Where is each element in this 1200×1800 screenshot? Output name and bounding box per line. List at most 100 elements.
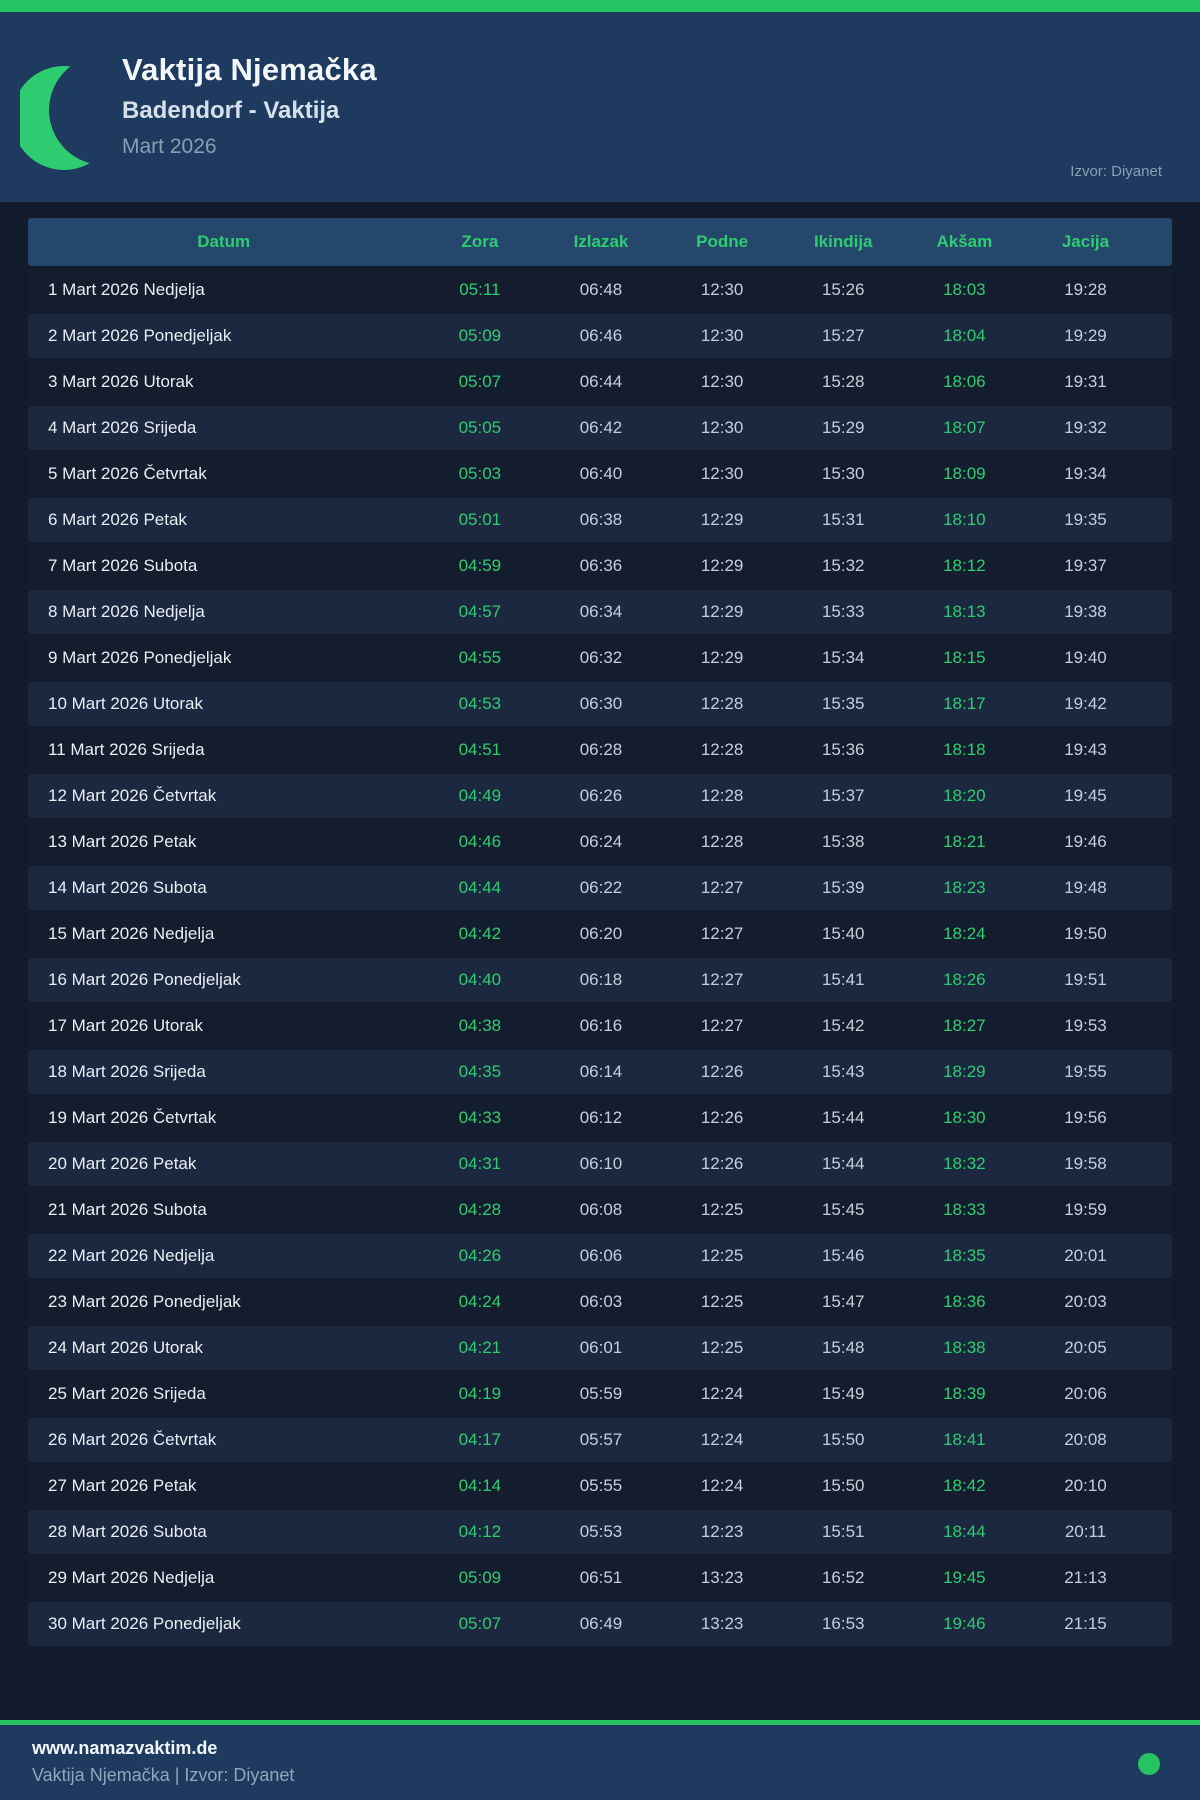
- row-ikindija-time: 15:27: [821, 326, 865, 345]
- row-izlazak-time: 06:49: [579, 1614, 623, 1633]
- row-izlazak-time: 06:16: [579, 1016, 623, 1035]
- row-izlazak-time: 06:28: [579, 740, 623, 759]
- row-izlazak-time: 06:24: [579, 832, 623, 851]
- row-ikindija-time: 15:50: [821, 1476, 865, 1495]
- row-zora-time: 04:35: [458, 1062, 502, 1081]
- footer-caption: Vaktija Njemačka | Izvor: Diyanet: [32, 1765, 295, 1785]
- row-jacija-time: 19:32: [1064, 418, 1107, 437]
- row-date: 27 Mart 2026 Petak: [48, 1476, 197, 1495]
- row-jacija-time: 19:46: [1064, 832, 1107, 851]
- table-row: 3 Mart 2026 Utorak 05:07 06:44 12:30 15:…: [28, 360, 1172, 404]
- row-zora-time: 05:07: [458, 372, 502, 391]
- row-date: 16 Mart 2026 Ponedjeljak: [48, 970, 241, 989]
- row-izlazak-time: 06:32: [579, 648, 623, 667]
- table-row: 8 Mart 2026 Nedjelja 04:57 06:34 12:29 1…: [28, 590, 1172, 634]
- table-row: 7 Mart 2026 Subota 04:59 06:36 12:29 15:…: [28, 544, 1172, 588]
- row-podne-time: 12:29: [700, 510, 744, 529]
- row-zora-time: 04:12: [458, 1522, 502, 1541]
- row-aksam-time: 18:09: [943, 464, 986, 483]
- row-jacija-time: 19:37: [1064, 556, 1107, 575]
- website-link[interactable]: www.namazvaktim.de: [32, 1738, 218, 1758]
- row-aksam-time: 18:15: [943, 648, 986, 667]
- row-izlazak-time: 06:20: [579, 924, 623, 943]
- row-date: 5 Mart 2026 Četvrtak: [48, 464, 207, 483]
- row-jacija-time: 19:38: [1064, 602, 1107, 621]
- row-ikindija-time: 16:53: [821, 1614, 865, 1633]
- row-ikindija-time: 15:44: [821, 1154, 865, 1173]
- table-row: 4 Mart 2026 Srijeda 05:05 06:42 12:30 15…: [28, 406, 1172, 450]
- row-jacija-time: 19:45: [1064, 786, 1107, 805]
- row-zora-time: 04:14: [458, 1476, 502, 1495]
- row-izlazak-time: 06:48: [579, 280, 623, 299]
- table-row: 23 Mart 2026 Ponedjeljak 04:24 06:03 12:…: [28, 1280, 1172, 1324]
- row-zora-time: 05:09: [458, 326, 502, 345]
- row-date: 24 Mart 2026 Utorak: [48, 1338, 203, 1357]
- row-date: 12 Mart 2026 Četvrtak: [48, 786, 217, 805]
- row-date: 21 Mart 2026 Subota: [48, 1200, 207, 1219]
- row-aksam-time: 18:20: [943, 786, 986, 805]
- row-zora-time: 04:26: [458, 1246, 502, 1265]
- row-ikindija-time: 15:44: [821, 1108, 865, 1127]
- row-ikindija-time: 15:26: [821, 280, 865, 299]
- row-aksam-time: 18:10: [943, 510, 986, 529]
- row-ikindija-time: 15:32: [821, 556, 865, 575]
- row-aksam-time: 18:32: [943, 1154, 986, 1173]
- row-zora-time: 04:57: [458, 602, 502, 621]
- row-date: 20 Mart 2026 Petak: [48, 1154, 197, 1173]
- row-ikindija-time: 15:28: [821, 372, 865, 391]
- row-podne-time: 13:23: [700, 1614, 744, 1633]
- row-aksam-time: 18:23: [943, 878, 986, 897]
- row-izlazak-time: 05:53: [579, 1522, 623, 1541]
- row-jacija-time: 19:59: [1064, 1200, 1107, 1219]
- row-zora-time: 04:33: [458, 1108, 502, 1127]
- row-aksam-time: 18:35: [943, 1246, 986, 1265]
- table-row: 5 Mart 2026 Četvrtak 05:03 06:40 12:30 1…: [28, 452, 1172, 496]
- row-podne-time: 12:28: [700, 740, 744, 759]
- row-podne-time: 12:27: [700, 970, 744, 989]
- row-izlazak-time: 06:03: [579, 1292, 623, 1311]
- row-ikindija-time: 16:52: [821, 1568, 865, 1587]
- row-jacija-time: 19:53: [1064, 1016, 1107, 1035]
- row-izlazak-time: 06:08: [579, 1200, 623, 1219]
- row-date: 2 Mart 2026 Ponedjeljak: [48, 326, 232, 345]
- row-podne-time: 12:30: [700, 326, 744, 345]
- row-date: 25 Mart 2026 Srijeda: [48, 1384, 206, 1403]
- row-date: 28 Mart 2026 Subota: [48, 1522, 207, 1541]
- row-date: 23 Mart 2026 Ponedjeljak: [48, 1292, 241, 1311]
- row-aksam-time: 18:42: [943, 1476, 986, 1495]
- row-ikindija-time: 15:39: [821, 878, 865, 897]
- row-date: 13 Mart 2026 Petak: [48, 832, 197, 851]
- row-podne-time: 12:26: [700, 1062, 744, 1081]
- row-podne-time: 12:23: [700, 1522, 744, 1541]
- row-ikindija-time: 15:37: [821, 786, 865, 805]
- row-zora-time: 04:28: [458, 1200, 502, 1219]
- column-header-podne: Podne: [696, 232, 749, 251]
- row-izlazak-time: 06:14: [579, 1062, 623, 1081]
- row-podne-time: 12:25: [700, 1200, 744, 1219]
- row-date: 14 Mart 2026 Subota: [48, 878, 207, 897]
- row-podne-time: 12:28: [700, 832, 744, 851]
- row-zora-time: 05:03: [458, 464, 502, 483]
- row-podne-time: 12:28: [700, 786, 744, 805]
- row-jacija-time: 19:40: [1064, 648, 1107, 667]
- row-podne-time: 12:29: [700, 556, 744, 575]
- row-aksam-time: 18:41: [943, 1430, 986, 1449]
- table-row: 19 Mart 2026 Četvrtak 04:33 06:12 12:26 …: [28, 1096, 1172, 1140]
- row-ikindija-time: 15:48: [821, 1338, 865, 1357]
- row-podne-time: 12:30: [700, 418, 744, 437]
- table-row: 12 Mart 2026 Četvrtak 04:49 06:26 12:28 …: [28, 774, 1172, 818]
- month-label: Mart 2026: [122, 135, 217, 158]
- table-row: 25 Mart 2026 Srijeda 04:19 05:59 12:24 1…: [28, 1372, 1172, 1416]
- row-jacija-time: 20:06: [1064, 1384, 1107, 1403]
- row-podne-time: 12:24: [700, 1384, 744, 1403]
- row-ikindija-time: 15:38: [821, 832, 865, 851]
- row-podne-time: 12:26: [700, 1154, 744, 1173]
- row-jacija-time: 20:05: [1064, 1338, 1107, 1357]
- row-izlazak-time: 06:51: [579, 1568, 623, 1587]
- row-podne-time: 12:30: [700, 280, 744, 299]
- row-zora-time: 04:19: [458, 1384, 502, 1403]
- column-header-jacija: Jacija: [1061, 232, 1110, 251]
- row-zora-time: 04:46: [458, 832, 502, 851]
- row-izlazak-time: 06:06: [579, 1246, 623, 1265]
- row-jacija-time: 19:58: [1064, 1154, 1107, 1173]
